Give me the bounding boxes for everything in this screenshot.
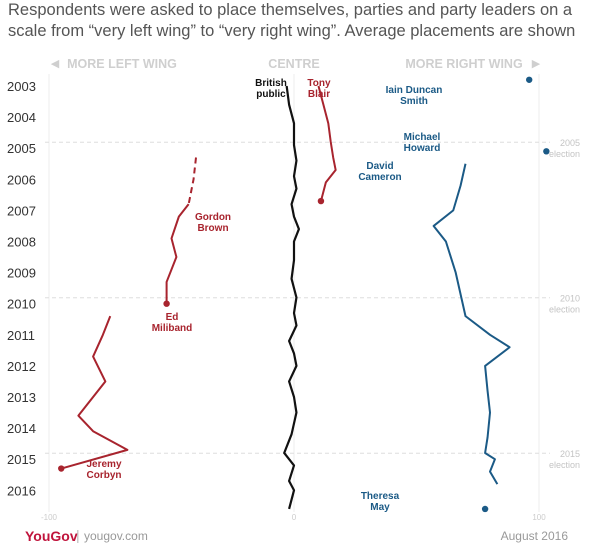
header-right: MORE RIGHT WING — [405, 57, 522, 71]
chart-title: Respondents were asked to place themselv… — [8, 1, 576, 40]
brown-label: Brown — [197, 223, 228, 234]
brown-line-dashed — [187, 157, 197, 205]
brown-line — [165, 203, 190, 304]
year-tick-label: 2011 — [7, 328, 35, 343]
ids-point — [526, 76, 533, 83]
right-arrow-icon: ▶ — [532, 57, 541, 70]
footer-separator: | — [76, 527, 80, 543]
footer-date: August 2016 — [500, 529, 568, 543]
series-lines — [58, 76, 550, 513]
public-label: public — [256, 89, 286, 100]
scale-headers: ◀ MORE LEFT WING CENTRE MORE RIGHT WING … — [51, 57, 541, 71]
election-label: 2010 — [560, 294, 580, 304]
corbyn-label: Jeremy — [86, 459, 121, 470]
howard-label: Howard — [404, 143, 441, 154]
ids-label: Iain Duncan — [386, 85, 443, 96]
cameron-label: Cameron — [358, 172, 401, 183]
blair-label: Tony — [307, 78, 331, 89]
may-label: Theresa — [361, 491, 400, 502]
cameron-line — [432, 163, 511, 485]
may-label: May — [370, 502, 390, 513]
election-label: 2015 — [560, 449, 580, 459]
howard-label: Michael — [404, 132, 441, 143]
scale-tick-label: 100 — [532, 513, 546, 522]
year-tick-label: 2012 — [7, 359, 36, 374]
year-tick-label: 2015 — [7, 452, 36, 467]
header-left: MORE LEFT WING — [67, 57, 177, 71]
year-tick-label: 2014 — [7, 421, 36, 436]
public-label: British — [255, 78, 287, 89]
scale-tick-label: 0 — [292, 513, 297, 522]
year-tick-label: 2010 — [7, 297, 36, 312]
year-tick-label: 2007 — [7, 203, 36, 218]
may-point — [481, 505, 489, 513]
left-arrow-icon: ◀ — [51, 57, 60, 70]
election-label: election — [549, 305, 580, 315]
footer-url[interactable]: yougov.com — [84, 529, 148, 543]
brown-point — [163, 300, 170, 307]
public-line — [283, 85, 300, 510]
howard-point — [543, 148, 550, 155]
brown-label: Gordon — [195, 212, 231, 223]
miliband-label: Ed — [166, 312, 179, 323]
miliband-line — [60, 315, 129, 470]
miliband-label: Miliband — [152, 323, 193, 334]
election-label: 2005 — [560, 138, 580, 148]
year-tick-label: 2004 — [7, 110, 36, 125]
year-tick-label: 2013 — [7, 390, 36, 405]
year-tick-label: 2016 — [7, 483, 36, 498]
year-tick-label: 2003 — [7, 79, 36, 94]
year-tick-label: 2005 — [7, 141, 36, 156]
election-label: election — [549, 149, 580, 159]
year-tick-label: 2009 — [7, 266, 36, 281]
corbyn-label: Corbyn — [87, 470, 122, 481]
blair-point — [317, 197, 325, 205]
year-axis: 2003 2004 2005 2006 2007 2008 2009 2010 2011 2012… — [7, 79, 36, 498]
scale-tick-label: -100 — [41, 513, 58, 522]
blair-line — [317, 85, 337, 202]
miliband-point — [58, 465, 65, 472]
header-centre: CENTRE — [268, 57, 319, 71]
year-tick-label: 2008 — [7, 235, 36, 250]
ids-label: Smith — [400, 96, 428, 107]
election-label: election — [549, 460, 580, 470]
scale-axis: -100 0 100 — [41, 513, 546, 522]
yougov-logo: YouGov — [25, 528, 78, 544]
cameron-label: David — [366, 161, 393, 172]
blair-label: Blair — [308, 89, 330, 100]
year-tick-label: 2006 — [7, 172, 36, 187]
